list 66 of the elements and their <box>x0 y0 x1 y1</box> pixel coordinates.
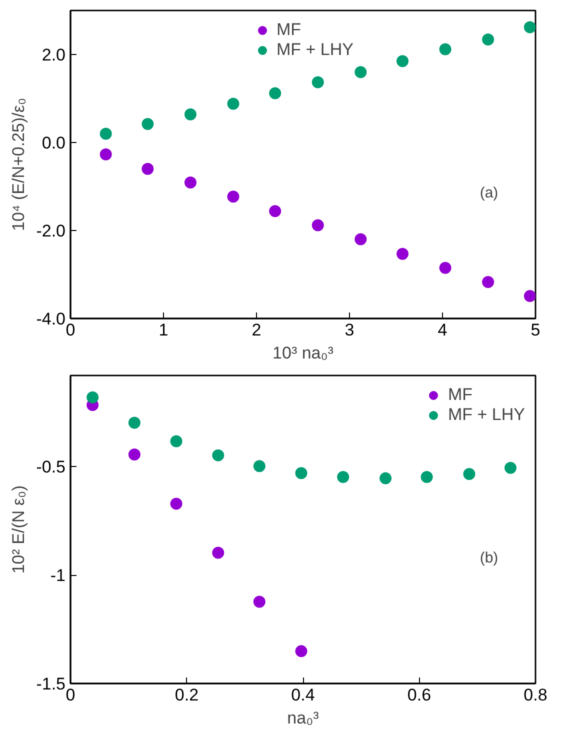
point <box>227 98 240 110</box>
x-tick-label: 0 <box>66 320 76 340</box>
y-tick-label: 2.0 <box>42 46 66 64</box>
x-tick-label: 3 <box>344 320 354 340</box>
point <box>212 449 224 462</box>
x-tick-label: 2 <box>252 320 262 340</box>
x-tick-label: 0.4 <box>291 686 315 704</box>
point <box>439 43 452 56</box>
point <box>128 416 140 429</box>
point <box>170 435 182 448</box>
point <box>86 391 99 404</box>
point <box>354 233 367 246</box>
y-tick-label: -4.0 <box>36 310 66 328</box>
point <box>482 34 494 46</box>
point <box>420 471 433 483</box>
point <box>184 108 196 120</box>
point <box>482 276 494 288</box>
y-tick-label: -1 <box>50 566 66 586</box>
point <box>100 148 112 160</box>
x-tick-label: 0 <box>66 686 76 704</box>
point <box>170 498 182 510</box>
point <box>380 472 392 484</box>
point <box>396 248 409 260</box>
x-tick-label: 0.6 <box>407 686 432 704</box>
x-axis-title: na₀³ <box>287 708 320 728</box>
point <box>463 468 476 480</box>
x-tick-label: 0.8 <box>524 686 548 704</box>
point <box>354 66 367 78</box>
point <box>227 190 240 203</box>
legend-label: MF <box>276 20 302 40</box>
annotation: (a) <box>480 184 498 202</box>
point <box>184 176 196 189</box>
point <box>269 87 282 100</box>
legend-label: MF + LHY <box>276 40 354 60</box>
point <box>524 290 536 302</box>
annotation: (b) <box>480 549 498 566</box>
point <box>504 462 517 474</box>
point <box>128 448 140 460</box>
point <box>212 546 224 559</box>
point <box>312 76 324 88</box>
point <box>100 128 112 140</box>
y-tick-label: -1.5 <box>36 674 66 694</box>
point <box>295 467 308 480</box>
point <box>253 460 266 472</box>
y-tick-label: -0.5 <box>36 458 66 477</box>
point <box>524 21 536 34</box>
point <box>269 205 282 218</box>
point <box>253 596 266 608</box>
point <box>295 645 308 658</box>
y-tick-label: 0.0 <box>42 134 66 152</box>
x-tick-label: 0.2 <box>174 686 199 704</box>
point <box>396 55 409 68</box>
x-tick-label: 1 <box>158 320 168 340</box>
legend-label: MF <box>448 385 473 405</box>
x-tick-label: 5 <box>530 320 540 340</box>
point <box>142 162 154 175</box>
point <box>337 471 350 483</box>
x-axis-title: 10³ na₀³ <box>272 344 334 362</box>
point <box>142 118 154 130</box>
point <box>439 262 452 274</box>
legend-label: MF + LHY <box>448 405 525 425</box>
x-tick-label: 4 <box>438 320 448 340</box>
y-axis-title: 10² E/(N ε₀) <box>9 485 28 574</box>
y-axis-title: 10⁴ (E/N+0.25)/ε₀ <box>9 98 28 231</box>
y-tick-label: -2.0 <box>36 222 66 240</box>
point <box>312 219 324 232</box>
